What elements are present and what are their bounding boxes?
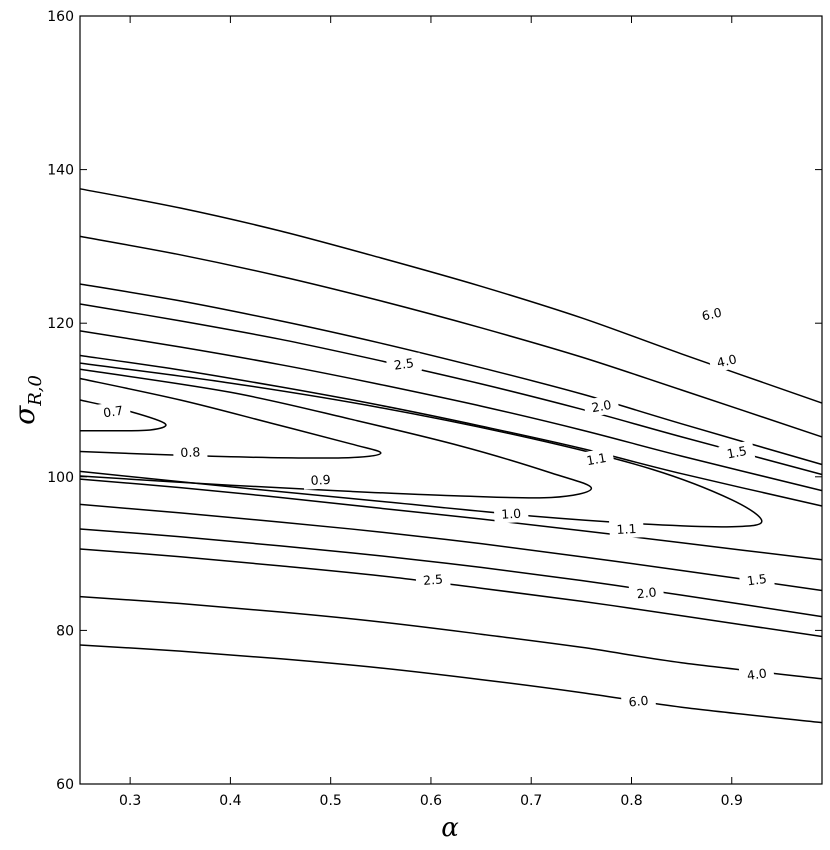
contour-label: 1.5 xyxy=(746,571,768,589)
contour-label-background xyxy=(583,394,620,418)
contour-label: 2.5 xyxy=(393,355,415,373)
contour-label-background xyxy=(718,440,756,465)
contour-label: 1.5 xyxy=(726,443,748,462)
y-axis-subscript: R,0 xyxy=(25,375,46,407)
y-tick-label: 160 xyxy=(47,9,74,25)
contour-label-group: 6.0 xyxy=(620,690,657,712)
contour-label: 2.0 xyxy=(590,397,612,415)
y-tick-label: 60 xyxy=(56,777,74,793)
contour-line-0-9 xyxy=(79,368,593,499)
contour-label: 4.0 xyxy=(746,665,768,683)
contour-label-background xyxy=(95,400,132,423)
contour-label-background xyxy=(385,352,422,376)
x-tick-label: 0.4 xyxy=(219,793,241,809)
y-axis-ticks: 60 80 100 120 140 160 xyxy=(47,9,822,793)
x-axis-title: α xyxy=(441,813,459,843)
contour-label: 1.0 xyxy=(501,506,522,522)
contour-label-group: 2.0 xyxy=(628,582,665,604)
x-tick-label: 0.9 xyxy=(721,793,743,809)
plot-area: 6.0 4.0 2.5 2.0 1.5 1.1 0.7 0.8 0.9 1.0 1.1 1.5 2.0 2… xyxy=(79,188,823,724)
contour-label-group: 2.5 xyxy=(385,352,422,376)
contour-label: 0.7 xyxy=(102,403,124,421)
contour-label: 4.0 xyxy=(715,351,738,370)
contour-label-group: 2.0 xyxy=(583,394,620,418)
contour-line-1-5 xyxy=(79,503,823,592)
contour-line-6-0 xyxy=(79,188,823,404)
contour-label-background xyxy=(493,503,529,524)
x-tick-label: 0.7 xyxy=(520,793,542,809)
x-tick-label: 0.5 xyxy=(320,793,342,809)
y-axis-title-group: σR,0 xyxy=(8,375,46,425)
contour-label-group: 1.1 xyxy=(609,519,644,539)
contour-label: 2.5 xyxy=(422,571,443,588)
contour-label-background xyxy=(578,447,615,471)
contour-line-2-5 xyxy=(79,283,823,466)
y-tick-label: 140 xyxy=(47,163,74,179)
contour-label-background xyxy=(620,690,657,712)
x-axis-ticks: 0.3 0.4 0.5 0.6 0.7 0.8 0.9 xyxy=(119,16,743,809)
contour-line-1-0 xyxy=(79,362,763,528)
contour-label-background xyxy=(708,348,746,374)
contour-label-background xyxy=(738,568,775,591)
contour-line-2-0 xyxy=(79,303,823,476)
y-tick-label: 80 xyxy=(56,623,74,639)
x-tick-label: 0.8 xyxy=(620,793,642,809)
contour-label-background xyxy=(628,582,665,604)
contour-label: 0.9 xyxy=(310,472,331,488)
contour-label-background xyxy=(303,470,339,490)
contour-label-background xyxy=(415,569,451,591)
contour-label-group: 4.0 xyxy=(708,348,746,374)
y-axis-title: σ xyxy=(8,405,41,425)
y-tick-label: 120 xyxy=(47,316,74,332)
contour-line-4-0 xyxy=(79,595,823,680)
x-tick-label: 0.6 xyxy=(420,793,442,809)
svg-text:σR,0: σR,0 xyxy=(8,375,46,425)
contour-label-group: 0.8 xyxy=(172,442,208,462)
contour-label: 6.0 xyxy=(628,693,649,710)
contour-label-group: 6.0 xyxy=(693,301,731,327)
contour-label-background xyxy=(609,519,644,539)
x-tick-label: 0.3 xyxy=(119,793,141,809)
contour-line-2-5 xyxy=(79,548,823,638)
contour-line-4-0 xyxy=(79,235,823,438)
contour-label: 6.0 xyxy=(700,305,723,324)
y-tick-label: 100 xyxy=(47,470,74,486)
contour-line-1-5 xyxy=(79,330,823,492)
contour-label-group: 1.1 xyxy=(578,447,615,471)
contour-line-2-0 xyxy=(79,528,823,618)
contour-label: 2.0 xyxy=(636,584,657,601)
contour-label-group: 1.0 xyxy=(493,503,529,524)
contour-label: 1.1 xyxy=(585,450,607,468)
contour-line-6-0 xyxy=(79,644,823,724)
plot-frame xyxy=(79,15,823,785)
contour-label-group: 0.7 xyxy=(95,400,132,423)
contour-line-1-1 xyxy=(79,354,823,507)
contour-label-group: 4.0 xyxy=(738,662,775,686)
contour-label-group: 0.9 xyxy=(303,470,339,490)
contour-label: 1.1 xyxy=(616,521,637,537)
contour-label-group: 1.5 xyxy=(738,568,775,591)
contour-label: 0.8 xyxy=(180,444,200,460)
contour-label-background xyxy=(172,442,208,462)
contour-label-group: 2.5 xyxy=(415,569,451,591)
contour-label-background xyxy=(738,662,775,686)
contour-label-group: 1.5 xyxy=(718,440,756,465)
contour-label-background xyxy=(693,301,731,327)
contour-line-1-1 xyxy=(79,478,823,561)
